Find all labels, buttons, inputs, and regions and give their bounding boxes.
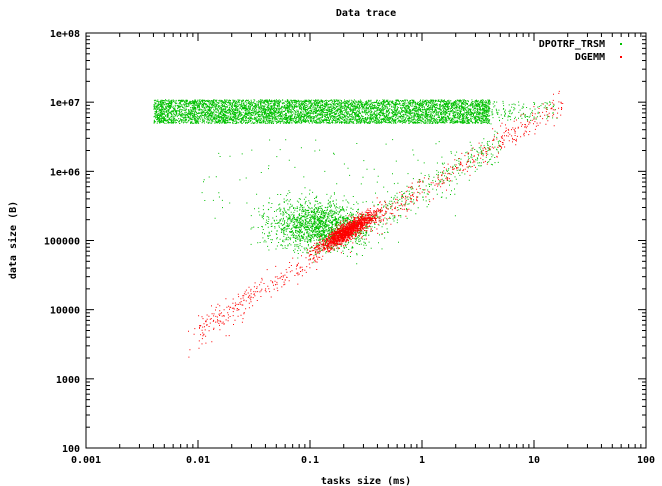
legend: DPOTRF_TRSM DGEMM: [539, 39, 622, 63]
x-tick-label: 10: [528, 455, 540, 466]
y-axis: 100 1000 10000 100000 1e+06 1e+07 1e+08: [44, 29, 646, 455]
points-dgemm: [188, 90, 564, 358]
x-tick-label: 0.1: [301, 455, 319, 466]
x-tick-label: 100: [637, 455, 655, 466]
x-axis: 0.001 0.01 0.1 1 10 100: [71, 33, 655, 466]
legend-label-dgemm: DGEMM: [575, 52, 605, 63]
legend-label-dpotrf-trsm: DPOTRF_TRSM: [539, 39, 605, 50]
x-tick-label: 1: [419, 455, 425, 466]
legend-marker-dgemm: [620, 56, 622, 58]
y-tick-label: 100000: [44, 237, 80, 248]
legend-entry-dgemm: DGEMM: [575, 52, 622, 63]
x-tick-label: 0.001: [71, 455, 101, 466]
y-tick-label: 1e+08: [50, 29, 80, 40]
y-tick-label: 1e+06: [50, 167, 80, 178]
y-tick-label: 100: [62, 444, 80, 455]
legend-marker-dpotrf-trsm: [620, 43, 622, 45]
chart-title: Data trace: [336, 8, 396, 19]
legend-entry-dpotrf-trsm: DPOTRF_TRSM: [539, 39, 622, 50]
y-axis-title: data size (B): [7, 201, 19, 279]
y-tick-label: 1e+07: [50, 98, 80, 109]
x-tick-label: 0.01: [186, 455, 210, 466]
x-axis-title: tasks size (ms): [321, 475, 411, 486]
y-tick-label: 1000: [56, 375, 80, 386]
y-tick-label: 10000: [50, 306, 80, 317]
plot-frame: [85, 32, 647, 449]
points-dpotrf-trsm: [153, 99, 558, 265]
scatter-points: [153, 90, 564, 358]
